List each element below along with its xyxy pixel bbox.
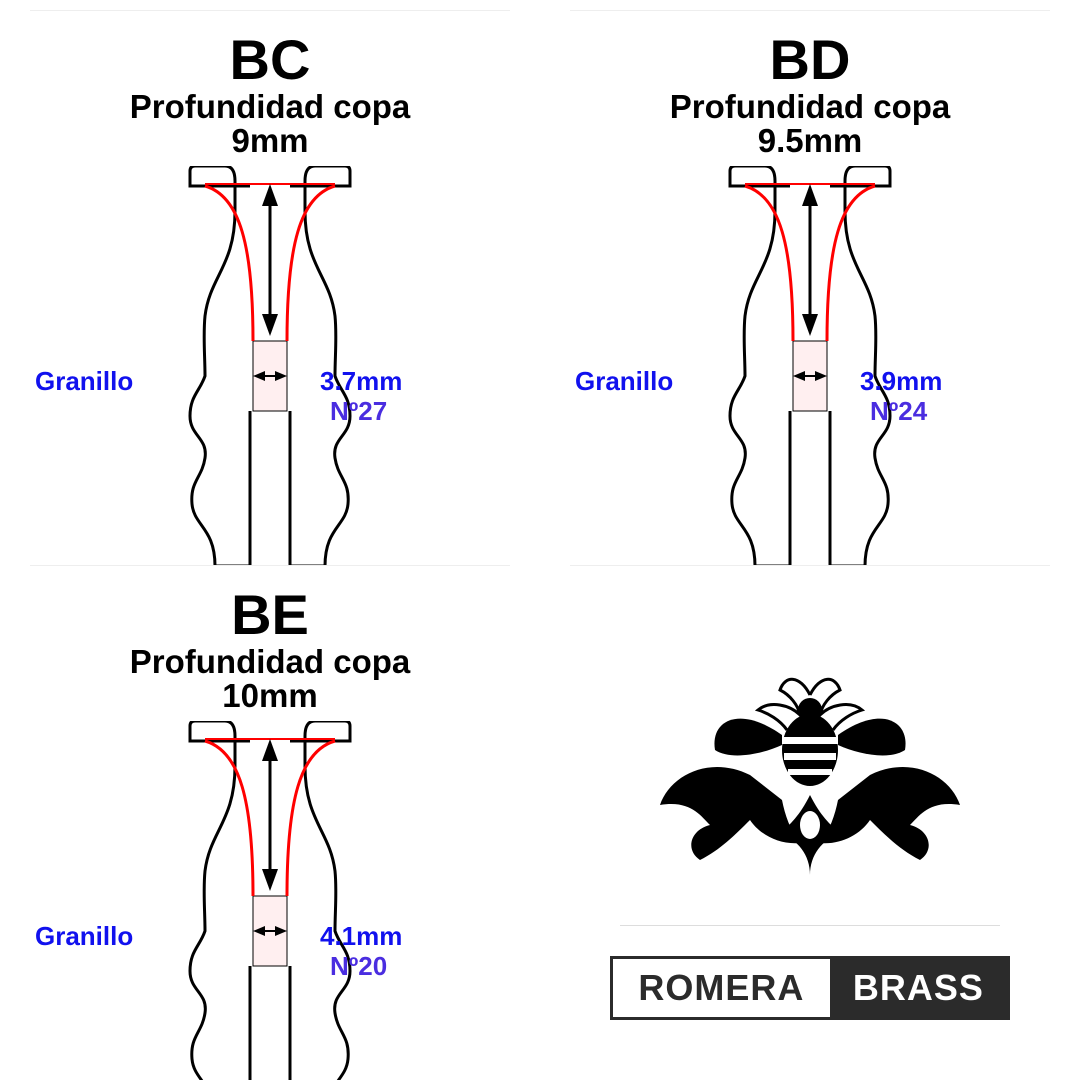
throat-number-label: Nº24 — [870, 396, 927, 427]
outline-right — [290, 721, 350, 1080]
cup-profile-left — [205, 186, 253, 341]
granillo-label: Granillo — [35, 366, 133, 397]
depth-arrow-up — [262, 739, 278, 761]
throat-mm-label: 3.9mm — [860, 366, 942, 397]
subtitle: Profundidad copa — [30, 90, 510, 125]
throat-mm-label: 3.7mm — [320, 366, 402, 397]
mouthpiece-panel-bc: BC Profundidad copa 9mm — [30, 10, 510, 555]
brand-wordmark: ROMERA BRASS — [610, 956, 1010, 1020]
depth-value: 9mm — [30, 124, 510, 159]
throat-number-label: Nº20 — [330, 951, 387, 982]
stem-right — [830, 411, 865, 566]
depth-arrow-up — [262, 184, 278, 206]
depth-arrow-down — [262, 869, 278, 891]
model-code: BD — [570, 31, 1050, 90]
granillo-label: Granillo — [575, 366, 673, 397]
depth-arrow-down — [262, 314, 278, 336]
mouthpiece-diagram — [80, 166, 460, 566]
brand-panel: ROMERA BRASS — [570, 565, 1050, 1080]
mouthpiece-panel-be: BE Profundidad copa 10mm Gran — [30, 565, 510, 1080]
bee-ornament-icon — [640, 665, 980, 885]
stem-left — [215, 966, 250, 1080]
title-block: BE Profundidad copa 10mm — [30, 586, 510, 714]
stem-left — [215, 411, 250, 566]
brand-left: ROMERA — [613, 959, 830, 1017]
depth-value: 9.5mm — [570, 124, 1050, 159]
depth-value: 10mm — [30, 679, 510, 714]
mouthpiece-panel-bd: BD Profundidad copa 9.5mm Gra — [570, 10, 1050, 555]
cup-profile-left — [205, 741, 253, 896]
cup-profile-right — [827, 186, 875, 341]
granillo-label: Granillo — [35, 921, 133, 952]
throat-number-label: Nº27 — [330, 396, 387, 427]
depth-arrow-down — [802, 314, 818, 336]
depth-arrow-up — [802, 184, 818, 206]
subtitle: Profundidad copa — [30, 645, 510, 680]
brand-right: BRASS — [830, 959, 1007, 1017]
cup-profile-right — [287, 741, 335, 896]
cup-profile-right — [287, 186, 335, 341]
outline-left — [190, 721, 250, 1080]
cup-profile-left — [745, 186, 793, 341]
title-block: BC Profundidad copa 9mm — [30, 31, 510, 159]
title-block: BD Profundidad copa 9.5mm — [570, 31, 1050, 159]
model-code: BC — [30, 31, 510, 90]
subtitle: Profundidad copa — [570, 90, 1050, 125]
stem-right — [290, 411, 325, 566]
throat-mm-label: 4.1mm — [320, 921, 402, 952]
diagram-wrap — [30, 721, 510, 1080]
mouthpiece-diagram — [620, 166, 1000, 566]
stem-left — [755, 411, 790, 566]
stem-right — [290, 966, 325, 1080]
diagram-grid: BC Profundidad copa 9mm — [0, 0, 1080, 1080]
divider — [620, 925, 1000, 926]
mouthpiece-diagram — [80, 721, 460, 1080]
model-code: BE — [30, 586, 510, 645]
